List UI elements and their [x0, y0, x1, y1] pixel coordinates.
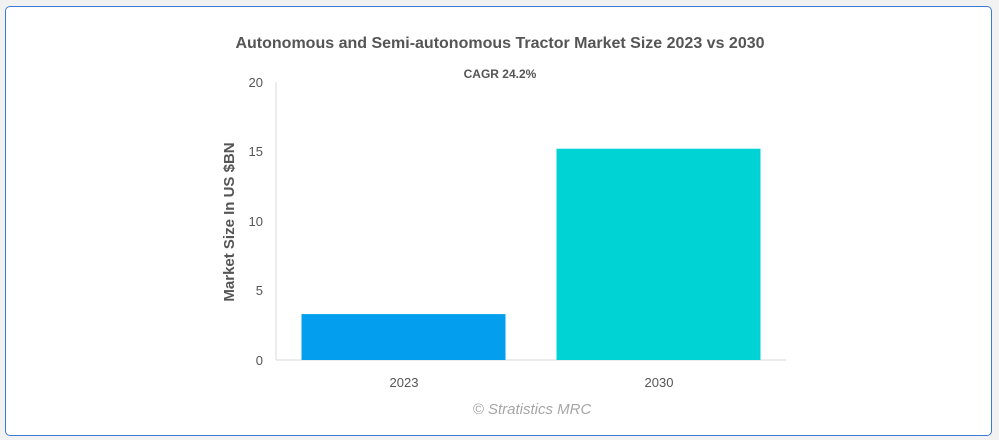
bar-2030 [556, 148, 761, 360]
chart-frame [5, 6, 992, 436]
y-tick-label: 10 [249, 214, 263, 229]
y-tick-label: 20 [249, 75, 263, 90]
y-tick-label: 15 [249, 144, 263, 159]
source-credit: © Stratistics MRC [473, 401, 592, 418]
x-tick-label: 2030 [645, 375, 674, 390]
bar-2023 [301, 314, 506, 360]
chart-title: Autonomous and Semi-autonomous Tractor M… [235, 35, 764, 52]
y-tick-label: 0 [256, 353, 263, 368]
x-tick-label: 2023 [390, 375, 419, 390]
bars [301, 148, 761, 360]
chart-subtitle: CAGR 24.2% [464, 67, 537, 81]
y-axis-ticks: 0 5 10 15 20 [249, 75, 263, 368]
y-axis-label: Market Size In US $BN [221, 142, 238, 301]
y-tick-label: 5 [256, 283, 263, 298]
